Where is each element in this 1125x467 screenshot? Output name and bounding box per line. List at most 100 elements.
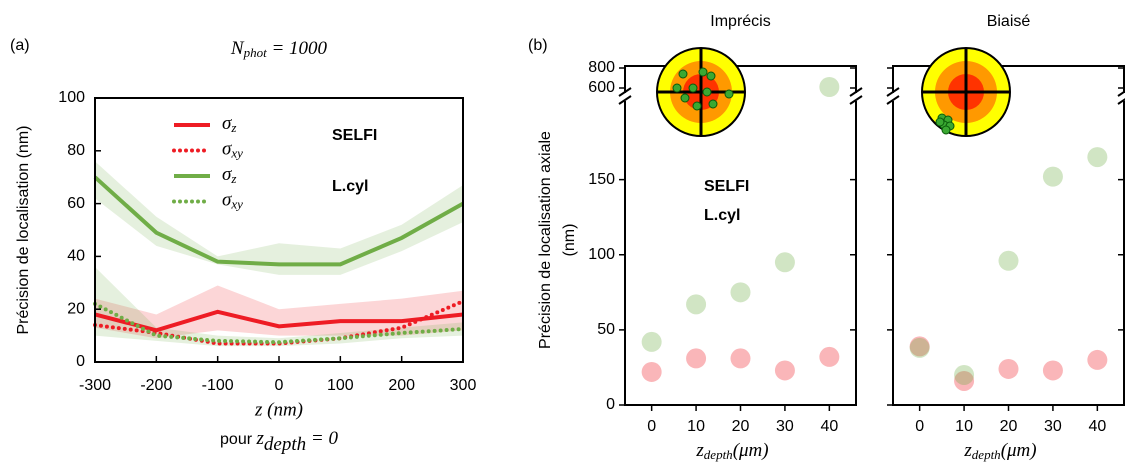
point — [641, 331, 662, 352]
legend-label: σxy — [222, 190, 243, 212]
legend-label-part: σ — [222, 164, 232, 185]
legend-label: L.cyl — [704, 207, 740, 224]
x-axis-label: zdepth(μm) — [963, 440, 1036, 462]
chart-title-part: phot — [243, 45, 268, 60]
point — [819, 77, 840, 97]
axis-break — [1117, 90, 1125, 105]
point — [1042, 360, 1063, 381]
point — [730, 348, 751, 369]
y-tick-label: 80 — [67, 142, 85, 159]
legend-label: σz — [222, 113, 236, 135]
x-axis-label-part: depth — [972, 447, 1001, 462]
point — [1042, 166, 1063, 187]
y-tick-label: 0 — [606, 396, 615, 413]
target-icon — [656, 47, 746, 137]
x-tick-label: 0 — [275, 377, 284, 394]
error-band — [95, 266, 463, 347]
subtitle-part: depth — [264, 434, 306, 455]
y-tick-label: 100 — [58, 89, 85, 106]
x-tick-label: 100 — [327, 377, 354, 394]
y-tick-label: 20 — [67, 300, 85, 317]
x-axis-label-part: z — [963, 440, 972, 461]
legend-label-part: σ — [222, 139, 232, 160]
y-tick-label: 800 — [588, 59, 615, 76]
legend-label-part: z — [230, 171, 236, 186]
error-band — [95, 161, 463, 275]
x-tick-label: 30 — [1044, 418, 1062, 435]
x-tick-label: 20 — [1000, 418, 1018, 435]
legend-label: σxy — [222, 139, 243, 161]
point — [686, 348, 707, 369]
panel-title: Biaisé — [987, 13, 1031, 30]
point — [686, 294, 707, 315]
chart-title-part: = 1000 — [267, 38, 328, 59]
point — [909, 337, 930, 358]
point — [954, 364, 975, 385]
y-tick-label: 40 — [67, 248, 85, 265]
point — [954, 370, 975, 391]
x-tick-label: -200 — [140, 377, 172, 394]
x-tick-label: -100 — [202, 377, 234, 394]
axis-break — [849, 87, 863, 105]
x-tick-label: 30 — [776, 418, 794, 435]
x-tick-label: 0 — [915, 418, 924, 435]
y-tick-label: 600 — [588, 79, 615, 96]
point — [909, 336, 930, 357]
y-axis-label: Précision de localisation axiale — [537, 131, 554, 349]
x-tick-label: 300 — [450, 377, 477, 394]
x-tick-label: 10 — [687, 418, 705, 435]
point — [774, 252, 795, 273]
panel-label: (b) — [528, 37, 548, 54]
point — [730, 282, 751, 303]
error-band — [95, 285, 463, 339]
point — [1087, 349, 1108, 370]
chart-title: Nphot = 1000 — [230, 38, 328, 60]
x-axis-label: zdepth(μm) — [695, 440, 768, 462]
x-tick-label: -300 — [79, 377, 111, 394]
chart-title-part: N — [230, 38, 245, 59]
point — [1087, 147, 1108, 168]
group-label: L.cyl — [332, 178, 368, 195]
target-icon — [921, 47, 1011, 137]
line — [94, 309, 464, 333]
y-tick-label: 0 — [76, 353, 85, 370]
axis-break — [886, 87, 900, 105]
x-axis-label-part: (μm) — [733, 440, 769, 461]
line — [93, 301, 465, 345]
x-axis-label-part: (μm) — [1001, 440, 1037, 461]
legend-label: SELFI — [704, 178, 749, 195]
legend-label-part: σ — [222, 190, 232, 211]
group-label: SELFI — [332, 127, 377, 144]
point — [774, 360, 795, 381]
subtitle-part: = 0 — [306, 428, 338, 449]
y-tick-label: 100 — [588, 246, 615, 263]
x-tick-label: 40 — [820, 418, 838, 435]
y-axis-label: (nm) — [561, 224, 578, 257]
subtitle-part: z — [256, 428, 265, 449]
y-tick-label: 50 — [597, 321, 615, 338]
line — [93, 175, 464, 267]
point — [998, 358, 1019, 379]
legend-label: σz — [222, 164, 236, 186]
subtitle: pour zdepth = 0 — [220, 428, 338, 455]
x-tick-label: 0 — [647, 418, 656, 435]
y-tick-label: 60 — [67, 195, 85, 212]
point — [998, 250, 1019, 271]
panel-title: Imprécis — [710, 13, 770, 30]
x-tick-label: 40 — [1088, 418, 1106, 435]
legend-label-part: xy — [230, 196, 243, 211]
legend-label-part: xy — [230, 145, 243, 160]
axis-break — [618, 87, 632, 105]
x-axis-label-part: depth — [704, 447, 733, 462]
x-axis-label-part: z — [695, 440, 704, 461]
legend-label-part: σ — [222, 113, 232, 134]
subtitle-part: pour — [220, 431, 256, 448]
x-tick-label: 200 — [388, 377, 415, 394]
point — [819, 346, 840, 367]
panel-label: (a) — [10, 37, 30, 54]
x-tick-label: 20 — [732, 418, 750, 435]
y-tick-label: 150 — [588, 171, 615, 188]
point — [641, 361, 662, 382]
x-axis-label: z (nm) — [254, 399, 303, 420]
